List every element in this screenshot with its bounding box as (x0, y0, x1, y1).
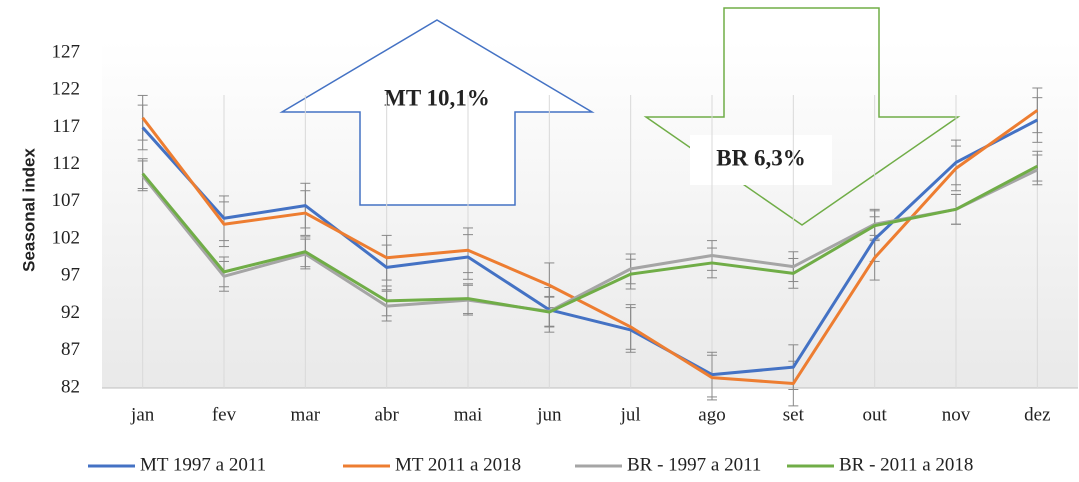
x-tick-label: fev (212, 404, 237, 425)
down-arrow (643, 7, 961, 226)
y-tick-label: 97 (61, 265, 80, 286)
annotation: MT 10,1% (384, 85, 490, 110)
x-tick-label: abr (375, 404, 400, 425)
y-tick-label: 117 (52, 116, 80, 137)
up-arrow (279, 19, 595, 206)
y-tick-label: 92 (61, 302, 80, 323)
series-line (141, 164, 1039, 314)
y-tick-label: 102 (52, 227, 81, 248)
y-tick-label: 82 (61, 376, 80, 397)
series-line (141, 118, 1039, 377)
legend-label: BR - 2011 a 2018 (839, 454, 973, 475)
x-tick-label: nov (942, 404, 971, 425)
x-tick-label: jun (536, 404, 562, 425)
legend-label: BR - 1997 a 2011 (627, 454, 761, 475)
x-tick-label: jul (620, 404, 641, 425)
annotation-box (690, 135, 832, 185)
y-tick-label: 122 (52, 79, 81, 100)
x-tick-label: ago (698, 404, 725, 425)
x-tick-label: out (863, 404, 888, 425)
y-tick-label: 127 (52, 41, 81, 62)
x-tick-label: set (783, 404, 805, 425)
y-tick-label: 112 (52, 153, 80, 174)
x-tick-label: mai (454, 404, 483, 425)
y-tick-label: 87 (61, 339, 80, 360)
y-axis-label: Seasonal index (19, 148, 38, 272)
x-tick-label: mar (291, 404, 321, 425)
legend-label: MT 2011 a 2018 (395, 454, 521, 475)
y-tick-label: 107 (52, 190, 81, 211)
x-tick-label: dez (1024, 404, 1050, 425)
legend-label: MT 1997 a 2011 (140, 454, 266, 475)
series-line (141, 109, 1039, 386)
x-tick-label: jan (130, 404, 155, 425)
annotation: BR 6,3% (716, 145, 805, 170)
